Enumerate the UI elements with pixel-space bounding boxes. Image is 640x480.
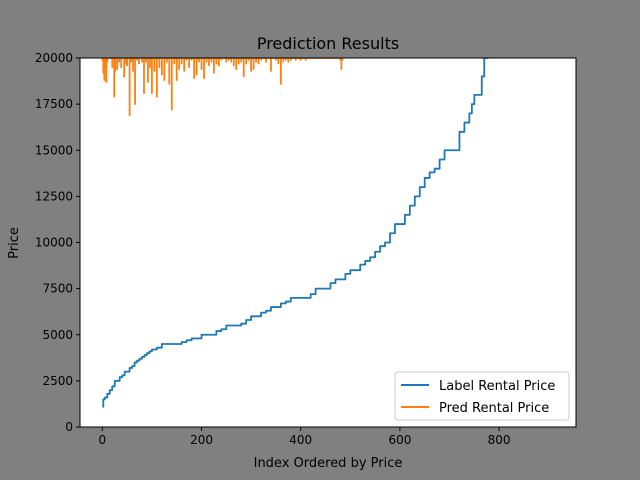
series-layer bbox=[101, 58, 489, 408]
y-tick-label: 5000 bbox=[42, 328, 73, 342]
plot-area bbox=[80, 58, 576, 427]
y-tick-label: 20000 bbox=[35, 51, 73, 65]
y-tick-label: 7500 bbox=[42, 282, 73, 296]
legend-label-label-rental-price: Label Rental Price bbox=[439, 379, 555, 394]
y-axis: 0 2500 5000 7500 10000 12500 15000 17500 20000 bbox=[35, 51, 80, 434]
y-tick-label: 0 bbox=[65, 420, 73, 434]
x-tick-label: 600 bbox=[388, 433, 411, 447]
x-axis-label: Index Ordered by Price bbox=[254, 456, 403, 471]
legend-label-pred-rental-price: Pred Rental Price bbox=[439, 401, 549, 416]
y-tick-label: 17500 bbox=[35, 97, 73, 111]
y-tick-label: 12500 bbox=[35, 189, 73, 203]
legend-box bbox=[394, 371, 570, 421]
x-tick-label: 200 bbox=[190, 433, 213, 447]
y-tick-label: 15000 bbox=[35, 143, 73, 157]
x-tick-label: 400 bbox=[289, 433, 312, 447]
series-line-pred-rental-price bbox=[101, 58, 344, 117]
legend: Label Rental Price Pred Rental Price bbox=[394, 371, 570, 421]
series-line-label-rental-price bbox=[102, 58, 489, 408]
chart-title: Prediction Results bbox=[257, 34, 399, 53]
x-tick-label: 800 bbox=[488, 433, 511, 447]
x-axis: 0 200 400 600 800 bbox=[98, 427, 511, 447]
x-tick-label: 0 bbox=[98, 433, 106, 447]
y-tick-label: 10000 bbox=[35, 236, 73, 250]
y-tick-label: 2500 bbox=[42, 374, 73, 388]
y-axis-label: Price bbox=[7, 227, 22, 259]
